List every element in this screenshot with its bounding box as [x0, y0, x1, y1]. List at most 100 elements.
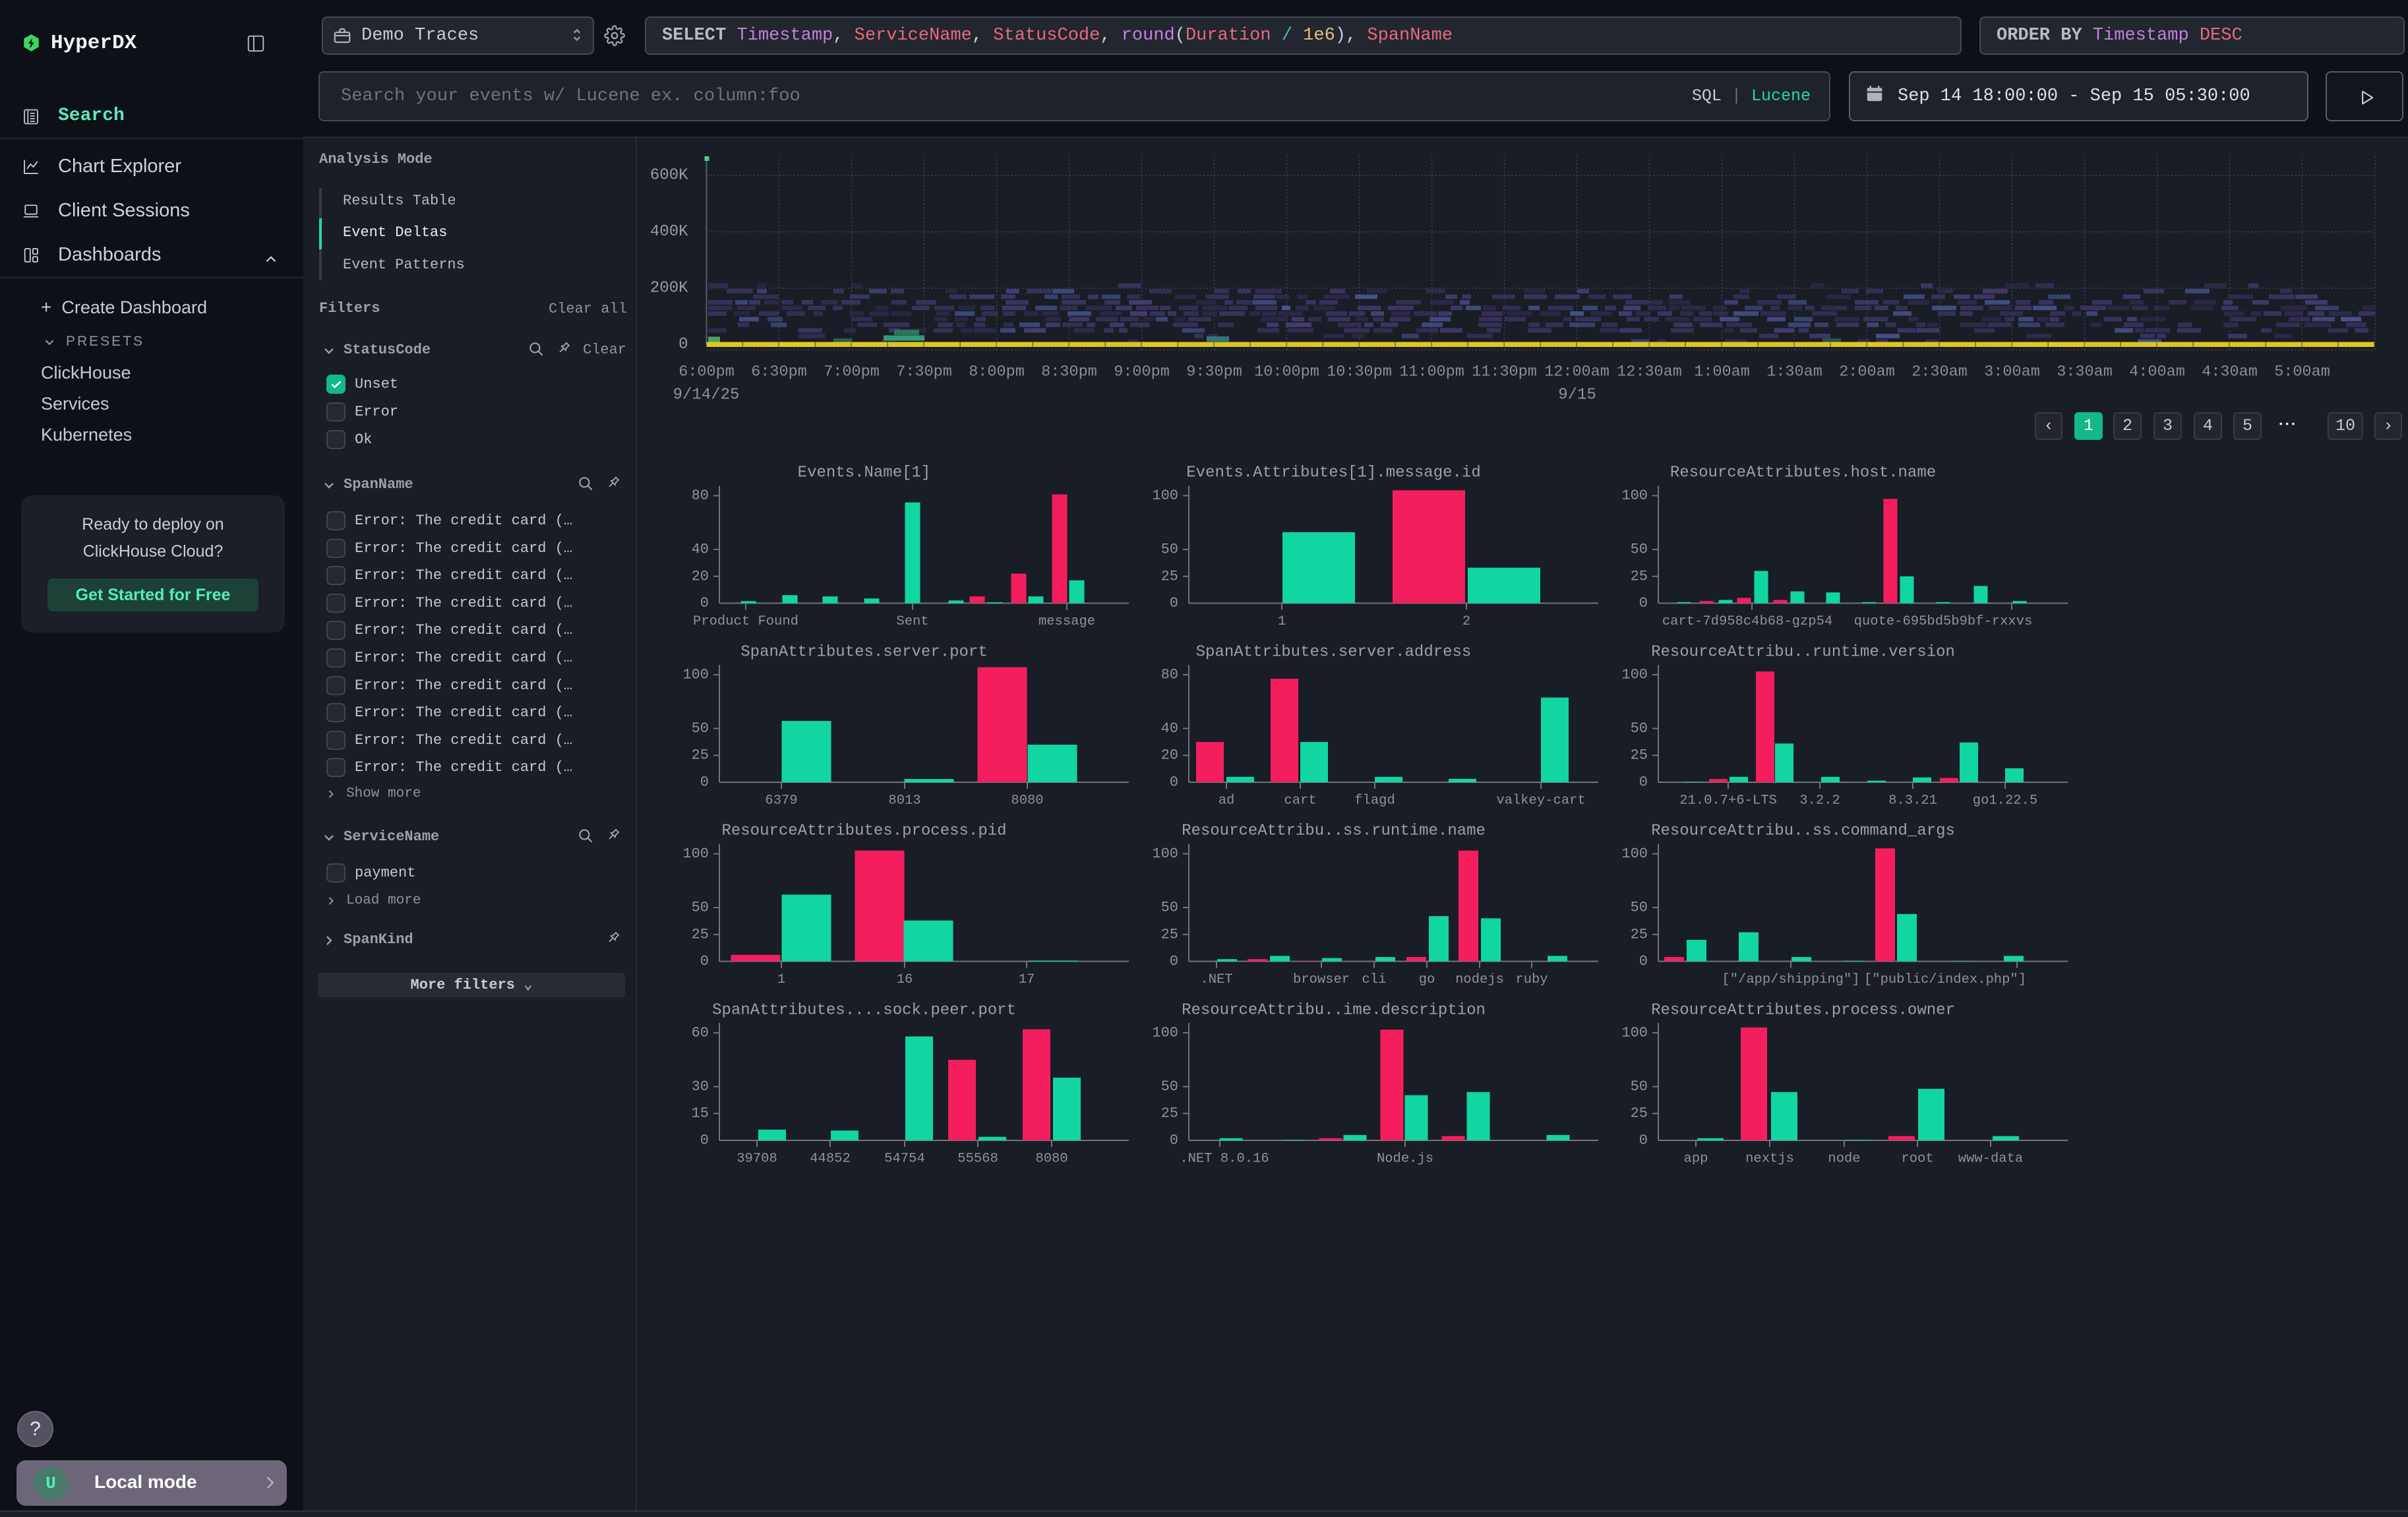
svg-text:ResourceAttribu..ime.descripti: ResourceAttribu..ime.description — [1182, 1002, 1486, 1020]
svg-text:.NET: .NET — [1200, 972, 1232, 987]
svg-text:1: 1 — [777, 972, 785, 987]
svg-text:ResourceAttribu..runtime.versi: ResourceAttribu..runtime.version — [1651, 644, 1955, 662]
svg-text:app: app — [1684, 1152, 1708, 1167]
svg-text:50: 50 — [692, 720, 709, 737]
svg-text:0: 0 — [700, 1132, 709, 1149]
svg-text:40: 40 — [692, 542, 709, 558]
svg-text:Events.Attributes[1].message.i: Events.Attributes[1].message.id — [1186, 464, 1480, 482]
svg-text:0: 0 — [1170, 953, 1178, 970]
svg-text:ResourceAttribu..ss.runtime.na: ResourceAttribu..ss.runtime.name — [1182, 822, 1486, 840]
svg-text:9/15: 9/15 — [1558, 387, 1596, 404]
svg-text:9:30pm: 9:30pm — [1186, 363, 1242, 381]
svg-text:100: 100 — [1152, 1025, 1178, 1041]
svg-text:100: 100 — [1621, 487, 1648, 504]
svg-text:8:30pm: 8:30pm — [1041, 363, 1097, 381]
svg-text:8013: 8013 — [888, 793, 920, 809]
svg-text:Sent: Sent — [896, 614, 928, 629]
svg-text:1: 1 — [1278, 614, 1286, 629]
svg-text:ResourceAttribu..ss.command_ar: ResourceAttribu..ss.command_args — [1651, 822, 1955, 840]
svg-text:40: 40 — [1161, 720, 1178, 737]
svg-text:Events.Name[1]: Events.Name[1] — [798, 464, 931, 482]
svg-text:25: 25 — [1631, 568, 1648, 584]
svg-text:cart: cart — [1284, 793, 1316, 809]
svg-text:8.3.21: 8.3.21 — [1888, 793, 1937, 809]
svg-text:100: 100 — [682, 846, 709, 862]
svg-text:54754: 54754 — [884, 1152, 925, 1167]
svg-text:go: go — [1419, 972, 1435, 987]
svg-text:www-data: www-data — [1958, 1152, 2023, 1167]
svg-text:2:30am: 2:30am — [1911, 363, 1968, 381]
svg-text:1:30am: 1:30am — [1766, 363, 1822, 381]
svg-text:0: 0 — [1639, 774, 1648, 791]
svg-text:50: 50 — [1161, 900, 1178, 916]
svg-text:ResourceAttributes.process.own: ResourceAttributes.process.owner — [1651, 1002, 1955, 1020]
svg-text:100: 100 — [1621, 667, 1648, 683]
svg-text:quote-695bd5b9bf-rxxvs: quote-695bd5b9bf-rxxvs — [1854, 614, 2033, 629]
svg-text:11:00pm: 11:00pm — [1399, 363, 1464, 381]
svg-text:.NET 8.0.16: .NET 8.0.16 — [1180, 1152, 1269, 1167]
svg-text:100: 100 — [1621, 846, 1648, 862]
svg-text:2: 2 — [1462, 614, 1470, 629]
svg-text:3:00am: 3:00am — [1984, 363, 2040, 381]
svg-text:600K: 600K — [650, 167, 688, 185]
svg-text:SpanAttributes....sock.peer.po: SpanAttributes....sock.peer.port — [712, 1002, 1016, 1020]
svg-text:ResourceAttributes.host.name: ResourceAttributes.host.name — [1670, 464, 1936, 482]
svg-text:25: 25 — [1631, 1105, 1648, 1122]
svg-text:44852: 44852 — [810, 1152, 851, 1167]
svg-text:400K: 400K — [650, 223, 688, 241]
svg-text:12:30am: 12:30am — [1617, 363, 1682, 381]
svg-text:30: 30 — [692, 1078, 709, 1095]
svg-text:0: 0 — [1170, 595, 1178, 611]
svg-text:0: 0 — [678, 336, 688, 354]
svg-text:25: 25 — [1161, 1105, 1178, 1122]
svg-text:8:00pm: 8:00pm — [969, 363, 1025, 381]
svg-text:4:00am: 4:00am — [2129, 363, 2185, 381]
svg-text:25: 25 — [1161, 926, 1178, 943]
svg-text:50: 50 — [1631, 542, 1648, 558]
svg-text:50: 50 — [1161, 542, 1178, 558]
svg-text:100: 100 — [682, 667, 709, 683]
svg-text:node: node — [1828, 1152, 1860, 1167]
svg-text:ruby: ruby — [1515, 972, 1548, 987]
svg-text:100: 100 — [1621, 1025, 1648, 1041]
svg-text:message: message — [1038, 614, 1095, 629]
svg-text:80: 80 — [1161, 667, 1178, 683]
svg-text:25: 25 — [692, 926, 709, 943]
svg-text:60: 60 — [692, 1025, 709, 1041]
svg-text:valkey-cart: valkey-cart — [1496, 793, 1585, 809]
svg-text:cli: cli — [1362, 972, 1387, 987]
svg-text:39708: 39708 — [737, 1152, 777, 1167]
svg-text:root: root — [1901, 1152, 1933, 1167]
svg-text:ad: ad — [1219, 793, 1235, 809]
svg-text:0: 0 — [1170, 1132, 1178, 1149]
svg-text:nextjs: nextjs — [1745, 1152, 1794, 1167]
svg-text:25: 25 — [1631, 747, 1648, 764]
svg-text:0: 0 — [1639, 953, 1648, 970]
svg-text:4:30am: 4:30am — [2202, 363, 2258, 381]
svg-text:55568: 55568 — [957, 1152, 998, 1167]
svg-text:0: 0 — [1639, 1132, 1648, 1149]
svg-text:10:30pm: 10:30pm — [1327, 363, 1392, 381]
svg-text:3:30am: 3:30am — [2057, 363, 2113, 381]
svg-text:6379: 6379 — [765, 793, 797, 809]
svg-text:9/14/25: 9/14/25 — [673, 387, 740, 404]
svg-text:5:00am: 5:00am — [2274, 363, 2330, 381]
svg-text:["public/index.php"]: ["public/index.php"] — [1864, 972, 2026, 987]
svg-text:9:00pm: 9:00pm — [1114, 363, 1170, 381]
svg-text:25: 25 — [1631, 926, 1648, 943]
svg-text:0: 0 — [1170, 774, 1178, 791]
svg-text:20: 20 — [1161, 747, 1178, 764]
svg-text:100: 100 — [1152, 846, 1178, 862]
svg-text:25: 25 — [692, 747, 709, 764]
svg-text:go1.22.5: go1.22.5 — [1973, 793, 2037, 809]
svg-text:cart-7d958c4b68-gzp54: cart-7d958c4b68-gzp54 — [1662, 614, 1832, 629]
svg-text:11:30pm: 11:30pm — [1472, 363, 1537, 381]
svg-text:1:00am: 1:00am — [1694, 363, 1750, 381]
svg-text:50: 50 — [1631, 900, 1648, 916]
svg-text:50: 50 — [1631, 1078, 1648, 1095]
svg-text:0: 0 — [700, 595, 709, 611]
svg-text:6:30pm: 6:30pm — [751, 363, 807, 381]
svg-text:6:00pm: 6:00pm — [678, 363, 735, 381]
svg-text:21.0.7+6-LTS: 21.0.7+6-LTS — [1679, 793, 1777, 809]
svg-text:3.2.2: 3.2.2 — [1799, 793, 1840, 809]
